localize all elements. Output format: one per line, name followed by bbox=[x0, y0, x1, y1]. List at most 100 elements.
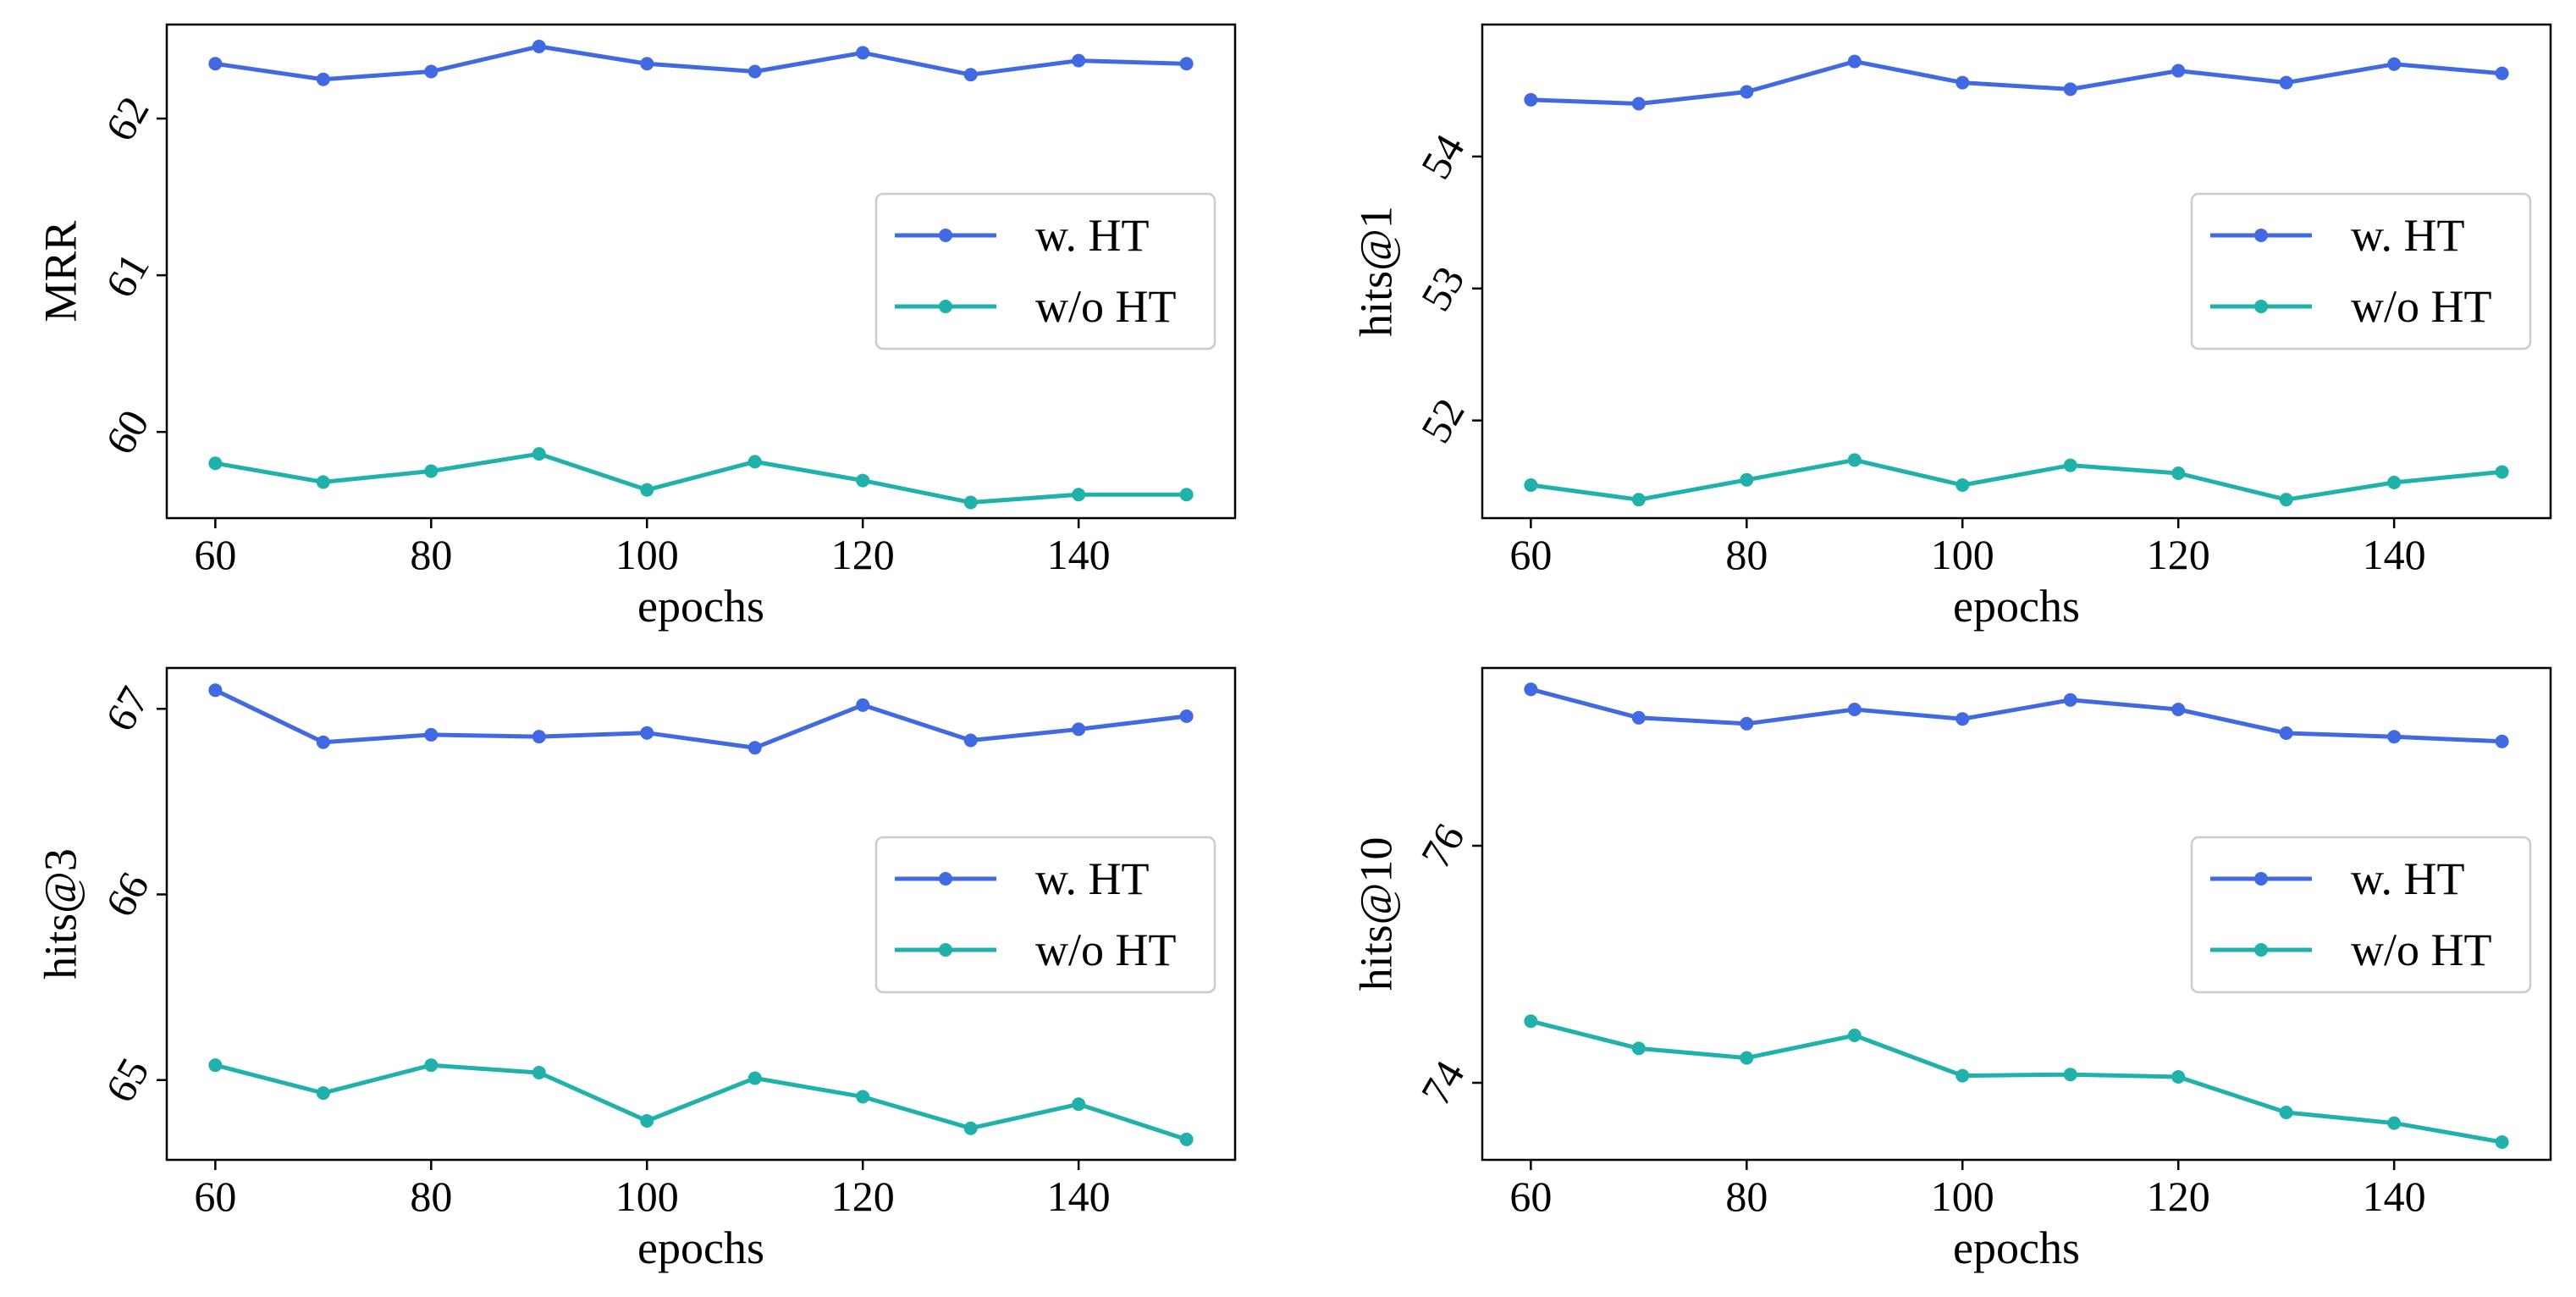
data-point bbox=[2171, 466, 2186, 480]
x-tick-label: 60 bbox=[1509, 531, 1552, 578]
data-point bbox=[640, 726, 654, 740]
x-tick-label: 100 bbox=[615, 1173, 679, 1220]
data-point bbox=[640, 1113, 654, 1128]
x-tick-label: 140 bbox=[1047, 531, 1111, 578]
data-point bbox=[1524, 92, 1538, 107]
data-point bbox=[1847, 54, 1862, 69]
data-point bbox=[2063, 693, 2077, 707]
data-point bbox=[2171, 63, 2186, 78]
series-line bbox=[214, 451, 1187, 505]
legend-label: w/o HT bbox=[2351, 281, 2491, 332]
y-tick-label: 66 bbox=[96, 864, 157, 924]
x-tick-label: 100 bbox=[615, 531, 679, 578]
legend-label: w. HT bbox=[2351, 210, 2464, 261]
legend-swatch-marker bbox=[2254, 300, 2268, 313]
data-point bbox=[1955, 712, 1970, 726]
legend-swatch-marker bbox=[939, 943, 952, 957]
plot-frame bbox=[1481, 666, 2552, 1162]
data-point bbox=[1847, 1029, 1862, 1042]
data-point bbox=[2495, 1135, 2509, 1149]
y-tick-label: 76 bbox=[1411, 815, 1473, 875]
data-point bbox=[1179, 57, 1194, 71]
chart-panel-1: 60 80 100 120 140 60 61 62 epochs MRR w. HT w/o HT bbox=[35, 23, 1237, 632]
data-point bbox=[640, 57, 654, 71]
x-axis-label: epochs bbox=[1953, 581, 2080, 632]
chart-panel-2: 60 80 100 120 140 52 53 54 epochs hits@1 w. HT w/o … bbox=[1350, 23, 2552, 632]
x-tick-label: 60 bbox=[1509, 1173, 1552, 1220]
series-line bbox=[1530, 1018, 2503, 1145]
plot-frame bbox=[165, 666, 1237, 1162]
legend-swatch-marker bbox=[939, 300, 952, 313]
data-point bbox=[747, 741, 762, 755]
data-point bbox=[747, 1071, 762, 1085]
data-point bbox=[208, 683, 223, 698]
x-axis-label: epochs bbox=[1953, 1222, 2080, 1273]
data-point bbox=[2387, 475, 2402, 489]
data-point bbox=[1179, 709, 1194, 724]
data-point bbox=[208, 57, 223, 71]
series-1 bbox=[208, 39, 1194, 86]
series-1 bbox=[1524, 54, 2509, 111]
x-tick-label: 100 bbox=[1931, 531, 1994, 578]
series-2 bbox=[208, 447, 1194, 510]
data-point bbox=[1740, 472, 1754, 487]
legend: w. HT w/o HT bbox=[2190, 192, 2532, 350]
data-point bbox=[1955, 1068, 1970, 1083]
x-axis-label: epochs bbox=[637, 581, 764, 632]
data-point bbox=[316, 735, 330, 749]
x-tick-label: 120 bbox=[831, 1173, 895, 1220]
data-point bbox=[1631, 493, 1646, 507]
legend-frame bbox=[874, 836, 1216, 994]
y-tick-label: 74 bbox=[1411, 1052, 1473, 1112]
y-tick-label: 54 bbox=[1411, 126, 1473, 186]
data-point bbox=[856, 46, 870, 60]
data-point bbox=[640, 483, 654, 497]
legend: w. HT w/o HT bbox=[874, 192, 1216, 350]
data-point bbox=[963, 1121, 978, 1135]
legend-frame bbox=[2190, 192, 2532, 350]
data-point bbox=[532, 447, 546, 461]
legend-swatch-marker bbox=[2254, 872, 2268, 886]
series-line bbox=[1531, 59, 2502, 106]
data-point bbox=[424, 64, 439, 79]
series-2 bbox=[208, 1058, 1194, 1146]
data-point bbox=[424, 464, 439, 478]
plot-frame bbox=[1481, 23, 2552, 520]
y-tick-label: 62 bbox=[96, 88, 157, 148]
series-line bbox=[1530, 687, 2502, 744]
legend-label: w/o HT bbox=[2351, 924, 2491, 975]
data-point bbox=[1072, 488, 1086, 502]
legend-label: w. HT bbox=[2351, 853, 2464, 904]
x-tick-label: 120 bbox=[2147, 1173, 2210, 1220]
data-point bbox=[208, 1058, 223, 1073]
data-point bbox=[1955, 478, 1970, 493]
data-point bbox=[2063, 458, 2077, 472]
y-tick-label: 60 bbox=[96, 402, 157, 462]
series-line bbox=[214, 1062, 1188, 1142]
data-point bbox=[2387, 730, 2402, 744]
data-point bbox=[1847, 703, 1862, 716]
data-point bbox=[316, 475, 330, 489]
data-point bbox=[424, 727, 439, 742]
x-tick-label: 80 bbox=[410, 1173, 452, 1220]
data-point bbox=[316, 72, 330, 86]
y-axis-label: hits@10 bbox=[1350, 837, 1401, 991]
series-line bbox=[215, 44, 1187, 82]
legend-swatch-marker bbox=[2254, 943, 2268, 957]
data-point bbox=[1072, 722, 1086, 737]
x-tick-label: 120 bbox=[831, 531, 895, 578]
x-tick-label: 60 bbox=[194, 1173, 236, 1220]
series-1 bbox=[1524, 682, 2509, 748]
x-tick-label: 140 bbox=[1047, 1173, 1111, 1220]
plot-frame bbox=[165, 23, 1237, 520]
data-point bbox=[1740, 1051, 1754, 1065]
data-point bbox=[2387, 1116, 2402, 1130]
series-line bbox=[214, 688, 1187, 750]
legend-frame bbox=[874, 192, 1216, 350]
data-point bbox=[424, 1058, 439, 1073]
legend-frame bbox=[2190, 836, 2532, 994]
y-tick-label: 67 bbox=[96, 679, 157, 739]
data-point bbox=[1179, 1132, 1194, 1146]
legend: w. HT w/o HT bbox=[874, 836, 1216, 994]
